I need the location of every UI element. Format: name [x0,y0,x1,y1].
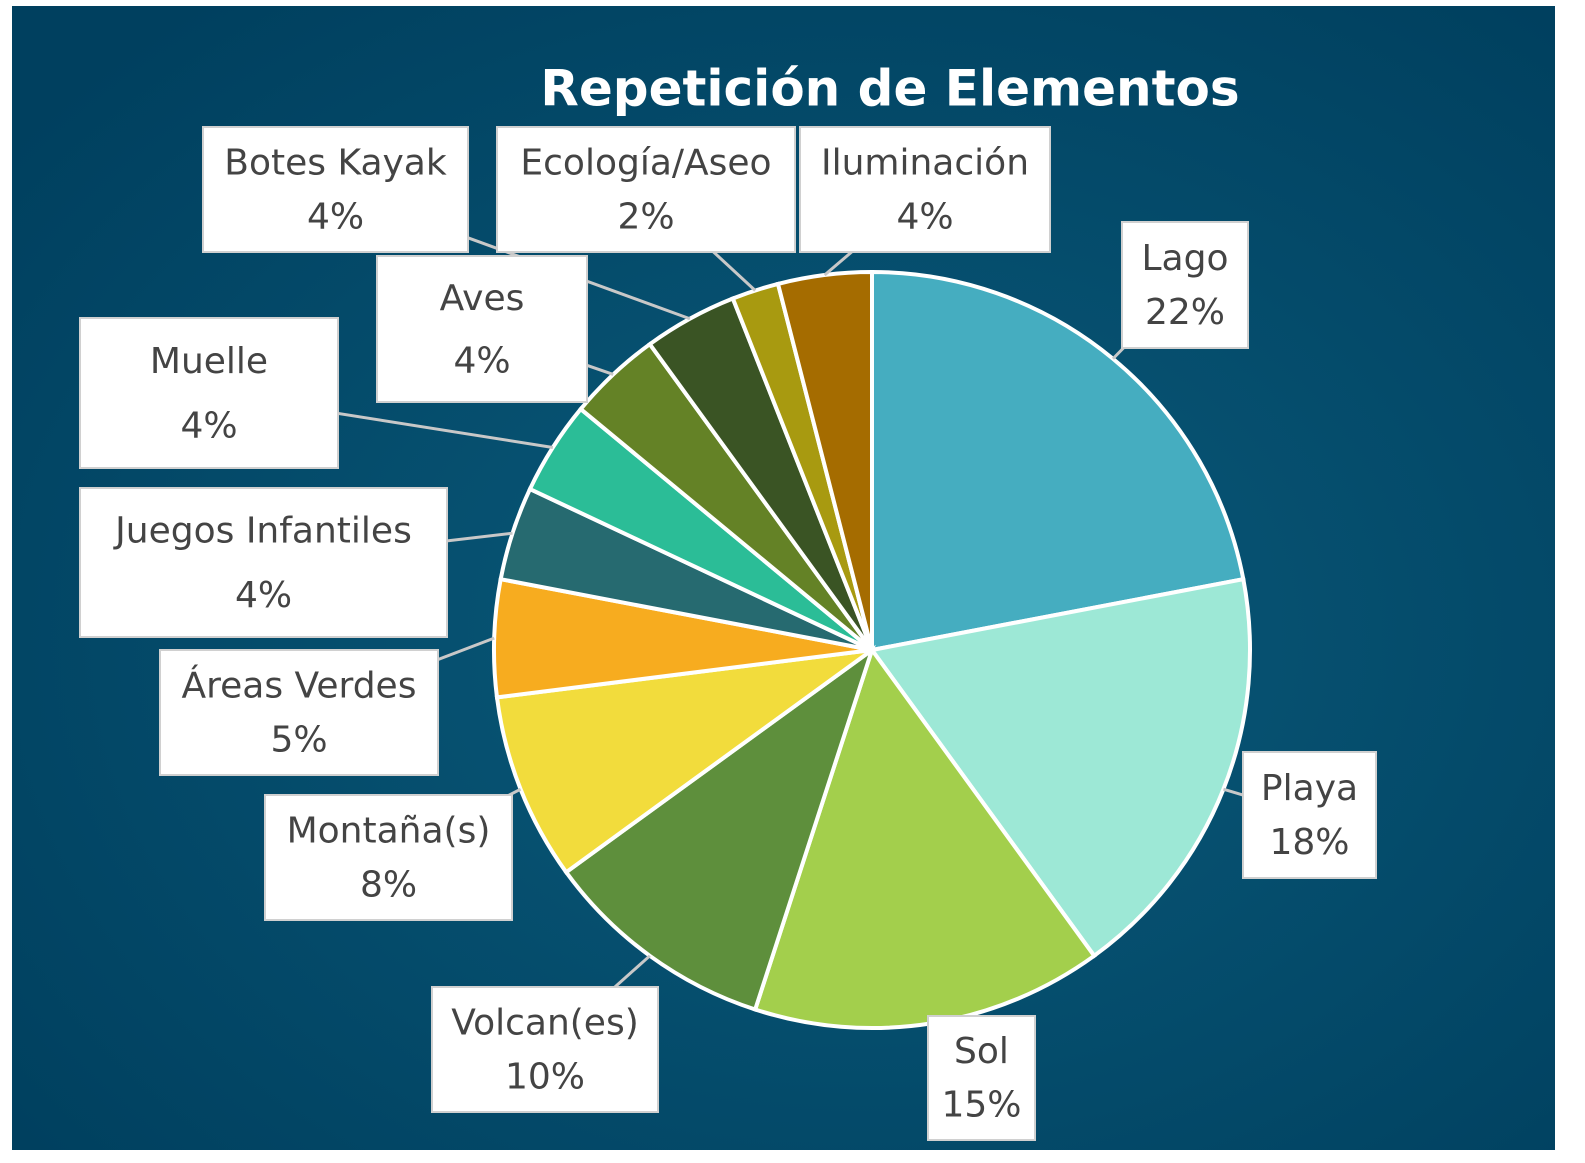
label-box [496,126,796,253]
label-value: 4% [896,196,953,237]
label-value: 8% [360,864,417,905]
label-box [1121,221,1249,349]
label-name: Sol [954,1031,1009,1072]
data-label: Playa 18% [1242,751,1377,879]
label-value: 22% [1145,292,1225,333]
data-label: Lago 22% [1121,221,1249,349]
label-value: 5% [270,719,327,760]
label-value: 10% [505,1056,585,1097]
data-label: Áreas Verdes 5% [159,649,439,776]
label-box [431,986,659,1113]
pie-slice [775,269,874,651]
chart-title: Repetición de Elementos [540,60,1239,118]
label-value: 4% [307,196,364,237]
label-box [927,1015,1036,1141]
label-box [79,487,448,638]
label-value: 18% [1269,822,1349,863]
data-label: Aves 4% [376,255,588,403]
data-label: Iluminación 4% [799,126,1051,253]
pie-slice [870,269,1246,653]
label-name: Botes Kayak [224,143,447,184]
label-box [799,126,1051,253]
data-label: Sol 15% [927,1015,1036,1141]
label-name: Lago [1142,238,1229,279]
label-value: 15% [941,1085,1021,1126]
label-name: Ecología/Aseo [520,143,771,184]
label-box [1242,751,1377,879]
label-box [159,649,439,776]
label-box [376,255,588,403]
data-label: Montaña(s) 8% [264,794,513,921]
pie-slice [494,648,874,875]
label-name: Aves [440,278,525,319]
label-box [79,317,339,469]
pie-slice [563,644,876,1013]
label-value: 4% [453,341,510,382]
data-label: Juegos Infantiles 4% [79,487,448,638]
label-name: Iluminación [821,143,1029,184]
data-label: Botes Kayak 4% [202,126,469,253]
label-value: 2% [617,196,674,237]
data-label: Ecología/Aseo 2% [496,126,796,253]
label-name: Playa [1261,768,1358,809]
label-name: Muelle [150,341,268,382]
data-label: Volcan(es) 10% [431,986,659,1113]
data-label: Muelle 4% [79,317,339,469]
pie-slice [868,576,1252,959]
label-name: Montaña(s) [287,811,491,852]
label-box [264,794,513,921]
label-value: 4% [180,406,237,447]
label-box [202,126,469,253]
label-name: Juegos Infantiles [113,511,412,552]
label-value: 4% [235,575,292,616]
label-name: Volcan(es) [451,1003,639,1044]
label-name: Áreas Verdes [182,665,417,707]
